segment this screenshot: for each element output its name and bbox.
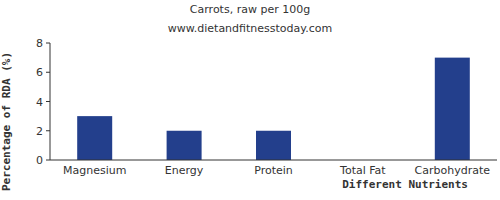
x-tick-label: Magnesium — [63, 164, 126, 177]
y-axis — [50, 43, 51, 160]
x-tick-label: Protein — [254, 164, 293, 177]
x-tick-label: Total Fat — [339, 164, 386, 177]
x-axis-label: Different Nutrients — [342, 178, 468, 191]
y-tick — [46, 43, 50, 44]
bar — [256, 131, 291, 160]
y-tick — [46, 101, 50, 102]
bars — [77, 58, 470, 160]
bar — [167, 131, 202, 160]
y-tick-label: 6 — [36, 66, 43, 79]
y-tick-label: 8 — [36, 37, 43, 50]
y-tick-label: 4 — [36, 96, 43, 109]
x-tick-label: Energy — [165, 164, 204, 177]
y-tick — [46, 72, 50, 73]
y-tick — [46, 160, 50, 161]
y-tick-label: 0 — [36, 154, 43, 167]
title: Carrots, raw per 100g — [190, 3, 310, 16]
x-axis — [50, 160, 497, 161]
bar — [435, 58, 470, 160]
subtitle: www.dietandfitnesstoday.com — [168, 22, 332, 35]
x-tick-label: Carbohydrate — [415, 164, 491, 177]
y-axis-label: Percentage of RDA (%) — [0, 52, 13, 191]
chart-container: Carrots, raw per 100g www.dietandfitnesst… — [0, 0, 500, 200]
bar — [77, 116, 112, 160]
y-tick-label: 2 — [36, 125, 43, 138]
chart-svg: Carrots, raw per 100g www.dietandfitnesst… — [0, 0, 500, 200]
y-tick — [46, 130, 50, 131]
